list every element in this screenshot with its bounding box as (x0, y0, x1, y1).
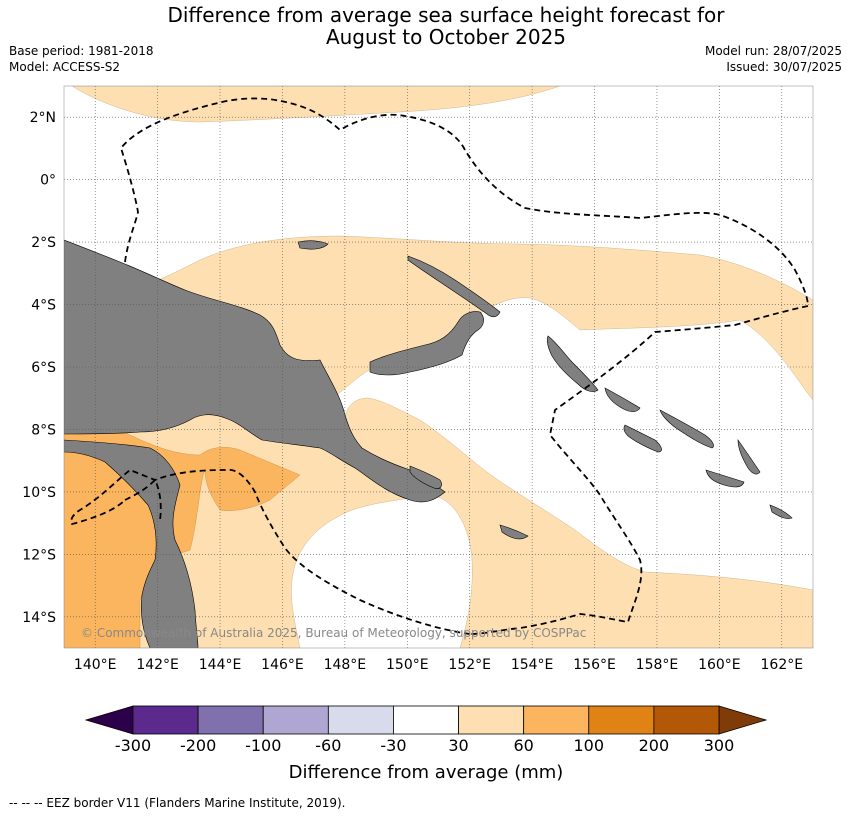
latitude-tick-label: 14°S (22, 610, 56, 626)
chart-title: Difference from average sea surface heig… (0, 4, 850, 48)
longitude-tick-label: 154°E (511, 657, 554, 673)
title-line-1: Difference from average sea surface heig… (167, 3, 725, 27)
eez-border-png-north (119, 97, 809, 307)
solomon-islands-west (604, 387, 641, 412)
bougainville-island (546, 335, 599, 392)
colorbar-tick-label: 100 (574, 736, 605, 755)
colorbar-segment (588, 705, 655, 735)
colorbar-segment (197, 705, 264, 735)
colorbar-segment (523, 705, 590, 735)
longitude-tick-label: 158°E (636, 657, 679, 673)
colorbar-segment (327, 705, 394, 735)
anomaly-band-60-100 (64, 429, 301, 648)
colorbar-tick-label: -100 (245, 736, 281, 755)
meta-right: Model run: 28/07/2025 Issued: 30/07/2025 (705, 43, 842, 75)
anomaly-band-30-60-north (71, 86, 561, 123)
colorbar-tick-label: -30 (380, 736, 406, 755)
longitude-tick-label: 140°E (74, 657, 117, 673)
base-period: Base period: 1981-2018 (9, 44, 154, 58)
model-name: Model: ACCESS-S2 (9, 60, 121, 74)
longitude-tick-label: 156°E (573, 657, 616, 673)
colorbar-tick-label: -300 (115, 736, 151, 755)
colorbar-segment (393, 705, 459, 735)
colorbar: -300 -200 -100 -60 -30 30 60 100 200 300 Differenc… (84, 705, 768, 783)
colorbar-tick-label: -200 (180, 736, 216, 755)
colorbar-high-extend (718, 705, 768, 735)
longitude-tick-label: 160°E (698, 657, 741, 673)
solomon-islands-central (659, 409, 714, 449)
eez-border-png-east (469, 305, 809, 635)
colorbar-tick-label: 200 (639, 736, 670, 755)
longitude-tick-label: 146°E (261, 657, 304, 673)
new-ireland-island (407, 255, 501, 318)
louisiade-archipelago (409, 465, 442, 489)
colorbar-segment (132, 705, 199, 735)
rossel-island (499, 524, 529, 540)
colorbar-tick-label: 60 (513, 736, 533, 755)
map-graticule (64, 86, 813, 648)
colorbar-tick-label: 300 (704, 736, 735, 755)
latitude-tick-label: 0° (40, 173, 56, 189)
vanuatu-north-island (769, 504, 793, 519)
eez-footnote: -- -- -- EEZ border V11 (Flanders Marine… (9, 796, 346, 810)
latitude-tick-label: 4°S (31, 298, 56, 314)
eez-border-aus-torres (124, 478, 162, 521)
longitude-tick-labels: 140°E 142°E 144°E 146°E 148°E 150°E 152°E 154°E… (74, 657, 803, 673)
copyright-notice: © Commonwealth of Australia 2025, Bureau… (81, 626, 586, 640)
map-figure: © Commonwealth of Australia 2025, Bureau… (22, 85, 814, 783)
malaita-island (737, 439, 761, 475)
longitude-tick-label: 150°E (386, 657, 429, 673)
latitude-tick-label: 8°S (31, 422, 56, 438)
longitude-tick-label: 142°E (136, 657, 179, 673)
longitude-tick-label: 148°E (324, 657, 367, 673)
longitude-tick-label: 144°E (199, 657, 242, 673)
model-run: Model run: 28/07/2025 (704, 44, 842, 58)
new-britain-island (369, 311, 484, 376)
colorbar-segment (262, 705, 329, 735)
colorbar-segment (458, 705, 525, 735)
makira-island (705, 469, 745, 488)
latitude-tick-labels: 2°N 0° 2°S 4°S 6°S 8°S 10°S 12°S 14°S (22, 110, 56, 626)
colorbar-tick-label: 30 (448, 736, 468, 755)
colorbar-low-extend (84, 705, 134, 735)
issued-date: Issued: 30/07/2025 (726, 60, 842, 74)
latitude-tick-label: 12°S (22, 547, 56, 563)
solomon-islands-east (623, 424, 662, 453)
longitude-tick-label: 152°E (448, 657, 491, 673)
colorbar-tick-label: -60 (315, 736, 341, 755)
eez-borders (70, 97, 809, 635)
latitude-tick-label: 6°S (31, 360, 56, 376)
map-frame (63, 85, 814, 649)
map-plot-area: © Commonwealth of Australia 2025, Bureau… (64, 86, 813, 648)
colorbar-title: Difference from average (mm) (289, 762, 564, 783)
manus-island (297, 240, 329, 250)
longitude-tick-label: 162°E (761, 657, 804, 673)
colorbar-segment (653, 705, 720, 735)
meta-left: Base period: 1981-2018 Model: ACCESS-S2 (9, 43, 154, 75)
eez-border-png-south (70, 468, 471, 635)
latitude-tick-label: 2°N (30, 110, 56, 126)
latitude-tick-label: 2°S (31, 235, 56, 251)
title-line-2: August to October 2025 (325, 25, 567, 49)
latitude-tick-label: 10°S (22, 485, 56, 501)
